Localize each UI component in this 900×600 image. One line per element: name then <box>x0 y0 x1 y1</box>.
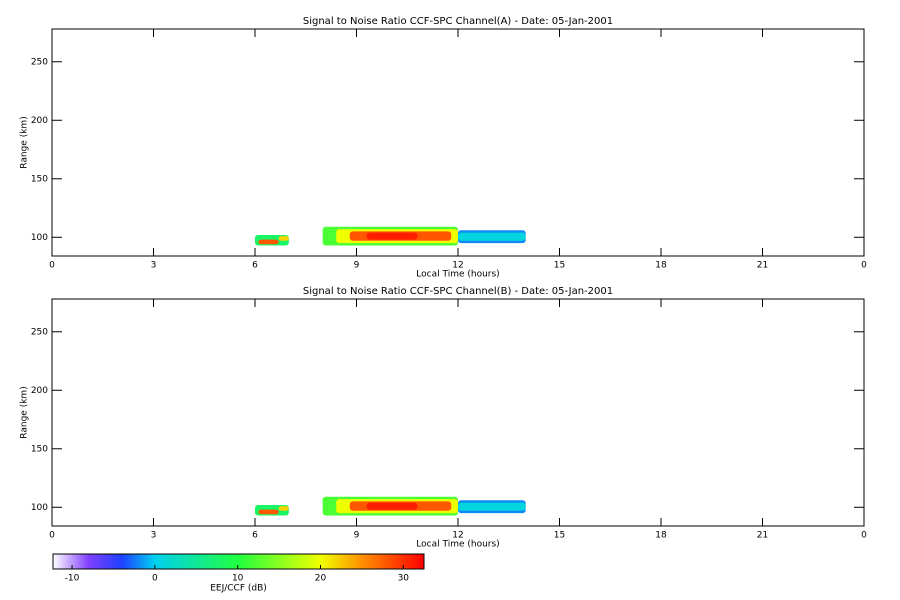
x-tick-label: 3 <box>151 261 157 271</box>
y-axis-title: Range (km) <box>20 116 30 168</box>
x-tick-label: 0 <box>49 531 55 541</box>
plot-frame <box>51 28 865 257</box>
x-tick-label: 0 <box>861 261 867 271</box>
x-tick-label: 15 <box>554 261 565 271</box>
x-axis-title: Local Time (hours) <box>416 540 499 550</box>
x-tick-label: 15 <box>554 531 565 541</box>
y-tick-label: 150 <box>31 444 48 454</box>
y-tick-label: 200 <box>31 386 48 396</box>
heat-cell <box>458 502 526 511</box>
y-tick-label: 250 <box>31 57 48 67</box>
colorbar-tick-label: -10 <box>65 574 80 584</box>
y-tick-label: 250 <box>31 327 48 337</box>
x-tick-label: 6 <box>252 531 258 541</box>
heat-cell <box>366 502 418 510</box>
colorbar <box>52 553 425 570</box>
y-tick-label: 100 <box>31 503 48 513</box>
heat-cell <box>258 239 279 245</box>
colorbar-tick-label: 0 <box>152 574 158 584</box>
colorbar-tick-label: 20 <box>315 574 327 584</box>
heat-cell <box>278 236 289 241</box>
x-tick-label: 12 <box>452 531 463 541</box>
x-tick-label: 9 <box>354 261 360 271</box>
x-tick-label: 12 <box>452 261 463 271</box>
chart-title: Signal to Noise Ratio CCF-SPC Channel(A)… <box>303 16 613 27</box>
y-tick-label: 100 <box>31 233 48 243</box>
colorbar-label: EEJ/CCF (dB) <box>210 584 267 594</box>
heat-cell <box>258 509 279 515</box>
x-tick-label: 21 <box>757 531 768 541</box>
x-tick-label: 0 <box>49 261 55 271</box>
x-tick-label: 18 <box>655 261 667 271</box>
colorbar-tick-label: 10 <box>232 574 244 584</box>
x-tick-label: 6 <box>252 261 258 271</box>
x-tick-label: 3 <box>151 531 157 541</box>
x-tick-label: 21 <box>757 261 768 271</box>
colorbar-tick-label: 30 <box>398 574 410 584</box>
x-axis-title: Local Time (hours) <box>416 270 499 280</box>
x-tick-label: 0 <box>861 531 867 541</box>
y-axis-title: Range (km) <box>20 386 30 438</box>
heat-cell <box>458 232 526 241</box>
x-tick-label: 9 <box>354 531 360 541</box>
chart-title: Signal to Noise Ratio CCF-SPC Channel(B)… <box>303 286 613 297</box>
plot-frame <box>51 298 865 527</box>
heat-cell <box>366 232 418 240</box>
x-tick-label: 18 <box>655 531 667 541</box>
y-tick-label: 150 <box>31 174 48 184</box>
heat-cell <box>278 506 289 511</box>
y-tick-label: 200 <box>31 116 48 126</box>
